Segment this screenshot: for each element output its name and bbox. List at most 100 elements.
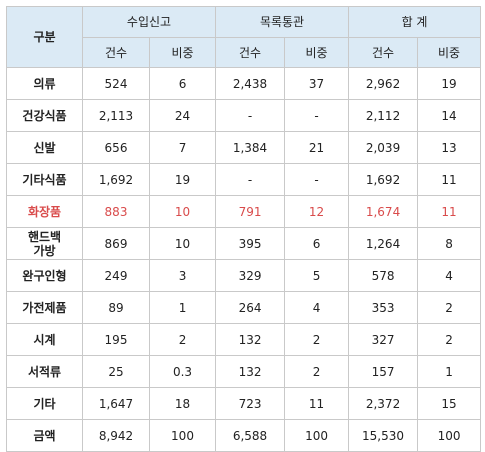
cell-total-count: 1,674 (348, 195, 419, 228)
cell-list-count: 2,438 (215, 67, 286, 100)
subheader-share: 비중 (417, 37, 482, 68)
header-row-groups: 구분 수입신고 목록통관 합 계 (6, 6, 482, 68)
subheader-share: 비중 (148, 37, 217, 68)
cell-list-count: 329 (215, 259, 286, 292)
cell-list-share: 6 (284, 227, 350, 260)
header-row-subcolumns: 건수 비중 건수 비중 건수 비중 (7, 37, 482, 68)
cell-import-count: 2,113 (82, 99, 150, 132)
table-row: 핸드백 가방 869 10 395 6 1,264 8 (6, 227, 482, 260)
cell-import-count: 1,647 (82, 387, 150, 420)
cell-list-share: 12 (284, 195, 350, 228)
cell-list-count: 264 (215, 291, 286, 324)
cell-total-share: 15 (417, 387, 482, 420)
table-body: 의류 524 6 2,438 37 2,962 19 건강식품 2,113 24- -2,112 14… (6, 67, 482, 452)
table-row: 의류 524 6 2,438 37 2,962 19 (6, 67, 482, 100)
row-label: 기타식품 (6, 163, 83, 196)
cell-list-count: 132 (215, 323, 286, 356)
cell-list-share: 5 (284, 259, 350, 292)
row-label: 핸드백 가방 (6, 227, 83, 260)
cell-list-count: 395 (215, 227, 286, 260)
cell-total-count: 1,264 (348, 227, 419, 260)
cell-total-share: 2 (417, 291, 482, 324)
cell-import-count: 25 (82, 355, 150, 388)
cell-import-count: 869 (82, 227, 150, 260)
cell-total-share: 19 (417, 67, 482, 100)
cell-list-share: 11 (284, 387, 350, 420)
cell-import-count: 1,692 (82, 163, 150, 196)
cell-import-share: 1 (148, 291, 217, 324)
table-header: 구분 수입신고 목록통관 합 계 건수 비중 건수 비중 건수 비중 (6, 6, 482, 68)
table-row: 기타 1,647 18 723 11 2,372 15 (6, 387, 482, 420)
group-header-import-declaration: 수입신고 (81, 6, 217, 38)
cell-import-count: 524 (82, 67, 150, 100)
cell-list-count: - (215, 163, 286, 196)
cell-total-share: 11 (417, 163, 482, 196)
cell-list-count: 723 (215, 387, 286, 420)
table-row: 화장품 883 10 791 12 1,674 11 (6, 195, 482, 228)
cell-list-share: 4 (284, 291, 350, 324)
table-row: 신발 656 7 1,384 21 2,039 13 (6, 131, 482, 164)
cell-import-share: 6 (148, 67, 217, 100)
cell-total-share: 4 (417, 259, 482, 292)
cell-total-count: 2,112 (348, 99, 419, 132)
row-label: 기타 (6, 387, 83, 420)
cell-import-share: 10 (148, 195, 217, 228)
cell-total-share: 11 (417, 195, 482, 228)
cell-list-count: 6,588 (215, 419, 286, 452)
corner-header: 구분 (6, 6, 83, 68)
row-label: 시계 (6, 323, 83, 356)
customs-statistics-table-container: 구분 수입신고 목록통관 합 계 건수 비중 건수 비중 건수 비중 의류 524… (6, 6, 482, 452)
cell-total-count: 2,039 (348, 131, 419, 164)
cell-import-share: 3 (148, 259, 217, 292)
cell-total-share: 14 (417, 99, 482, 132)
cell-total-count: 2,962 (348, 67, 419, 100)
row-label: 서적류 (6, 355, 83, 388)
table-row: 금액 8,942 100 6,588 100 15,530 100 (6, 419, 482, 452)
subheader-count: 건수 (348, 37, 419, 68)
cell-list-share: 100 (284, 419, 350, 452)
subheader-share: 비중 (284, 37, 350, 68)
cell-import-count: 8,942 (82, 419, 150, 452)
group-header-total: 합 계 (348, 6, 482, 38)
cell-total-count: 15,530 (348, 419, 419, 452)
cell-total-share: 100 (417, 419, 482, 452)
cell-total-count: 157 (348, 355, 419, 388)
cell-import-count: 89 (82, 291, 150, 324)
cell-list-count: - (215, 99, 286, 132)
cell-total-share: 8 (417, 227, 482, 260)
cell-import-share: 19 (148, 163, 217, 196)
table-row: 완구인형 249 3 329 5 578 4 (6, 259, 482, 292)
cell-import-share: 10 (148, 227, 217, 260)
group-header-list-clearance: 목록통관 (215, 6, 350, 38)
row-label: 화장품 (6, 195, 83, 228)
cell-list-share: 21 (284, 131, 350, 164)
cell-list-share: - (284, 163, 350, 196)
subheader-count: 건수 (215, 37, 286, 68)
cell-list-share: 2 (284, 355, 350, 388)
subheader-count: 건수 (82, 37, 150, 68)
cell-total-count: 1,692 (348, 163, 419, 196)
cell-list-count: 132 (215, 355, 286, 388)
cell-import-share: 2 (148, 323, 217, 356)
cell-total-count: 2,372 (348, 387, 419, 420)
cell-total-share: 1 (417, 355, 482, 388)
table-row: 시계 195 2 132 2 327 2 (6, 323, 482, 356)
cell-import-count: 249 (82, 259, 150, 292)
row-label: 금액 (6, 419, 83, 452)
cell-total-share: 2 (417, 323, 482, 356)
cell-list-count: 791 (215, 195, 286, 228)
cell-import-count: 656 (82, 131, 150, 164)
cell-import-count: 883 (82, 195, 150, 228)
customs-statistics-table: 구분 수입신고 목록통관 합 계 건수 비중 건수 비중 건수 비중 의류 524… (6, 6, 482, 452)
table-row: 서적류 25 0.3 132 2 157 1 (6, 355, 482, 388)
cell-total-count: 578 (348, 259, 419, 292)
cell-total-share: 13 (417, 131, 482, 164)
cell-import-share: 18 (148, 387, 217, 420)
cell-total-count: 353 (348, 291, 419, 324)
row-label: 의류 (6, 67, 83, 100)
row-label: 완구인형 (6, 259, 83, 292)
cell-import-count: 195 (82, 323, 150, 356)
cell-import-share: 24 (148, 99, 217, 132)
table-row: 건강식품 2,113 24- -2,112 14 (6, 99, 482, 132)
table-row: 기타식품 1,692 19- -1,692 11 (6, 163, 482, 196)
